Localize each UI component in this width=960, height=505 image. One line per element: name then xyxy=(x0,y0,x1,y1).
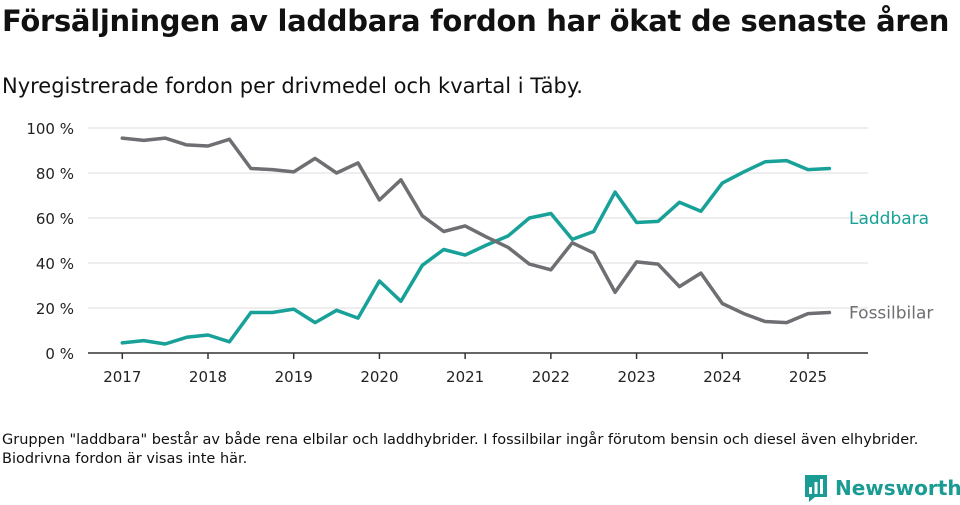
footnote: Gruppen "laddbara" består av både rena e… xyxy=(2,432,919,467)
series-label-laddbara: Laddbara xyxy=(849,209,929,229)
y-tick-label: 60 % xyxy=(36,210,74,228)
series-lines xyxy=(120,136,832,346)
y-tick-label: 20 % xyxy=(36,300,74,318)
y-tick-label: 100 % xyxy=(26,120,74,138)
x-tick-label: 2020 xyxy=(360,368,398,386)
gridlines xyxy=(88,127,868,309)
series-label-fossilbilar: Fossilbilar xyxy=(849,304,933,324)
x-tick-label: 2025 xyxy=(789,368,827,386)
y-axis: 0 % 20 % 40 % 60 % 80 % 100 % xyxy=(26,120,74,363)
brand-logo: Newsworthy xyxy=(803,472,960,504)
x-tick-label: 2022 xyxy=(532,368,570,386)
x-tick-label: 2023 xyxy=(617,368,655,386)
newsworthy-logo-icon xyxy=(805,475,827,502)
y-tick-label: 80 % xyxy=(36,165,74,183)
chart-title: Försäljningen av laddbara fordon har öka… xyxy=(2,4,950,38)
x-tick-label: 2024 xyxy=(703,368,741,386)
x-tick-label: 2017 xyxy=(103,368,141,386)
x-tick-label: 2018 xyxy=(189,368,227,386)
x-axis: 2017 2018 2019 2020 2021 2022 2023 2024 2025 xyxy=(88,352,868,386)
series-line-fossilbilar xyxy=(120,136,832,325)
x-tick-label: 2019 xyxy=(275,368,313,386)
line-chart: 0 % 20 % 40 % 60 % 80 % 100 % 2017 2018 2019 202… xyxy=(26,120,933,386)
brand-name: Newsworthy xyxy=(835,476,960,500)
y-tick-label: 0 % xyxy=(45,345,74,363)
y-tick-label: 40 % xyxy=(36,255,74,273)
series-labels: Laddbara Fossilbilar xyxy=(849,209,933,324)
series-line-laddbara xyxy=(120,158,832,346)
x-tick-label: 2021 xyxy=(446,368,484,386)
chart-subtitle: Nyregistrerade fordon per drivmedel och … xyxy=(2,74,583,98)
